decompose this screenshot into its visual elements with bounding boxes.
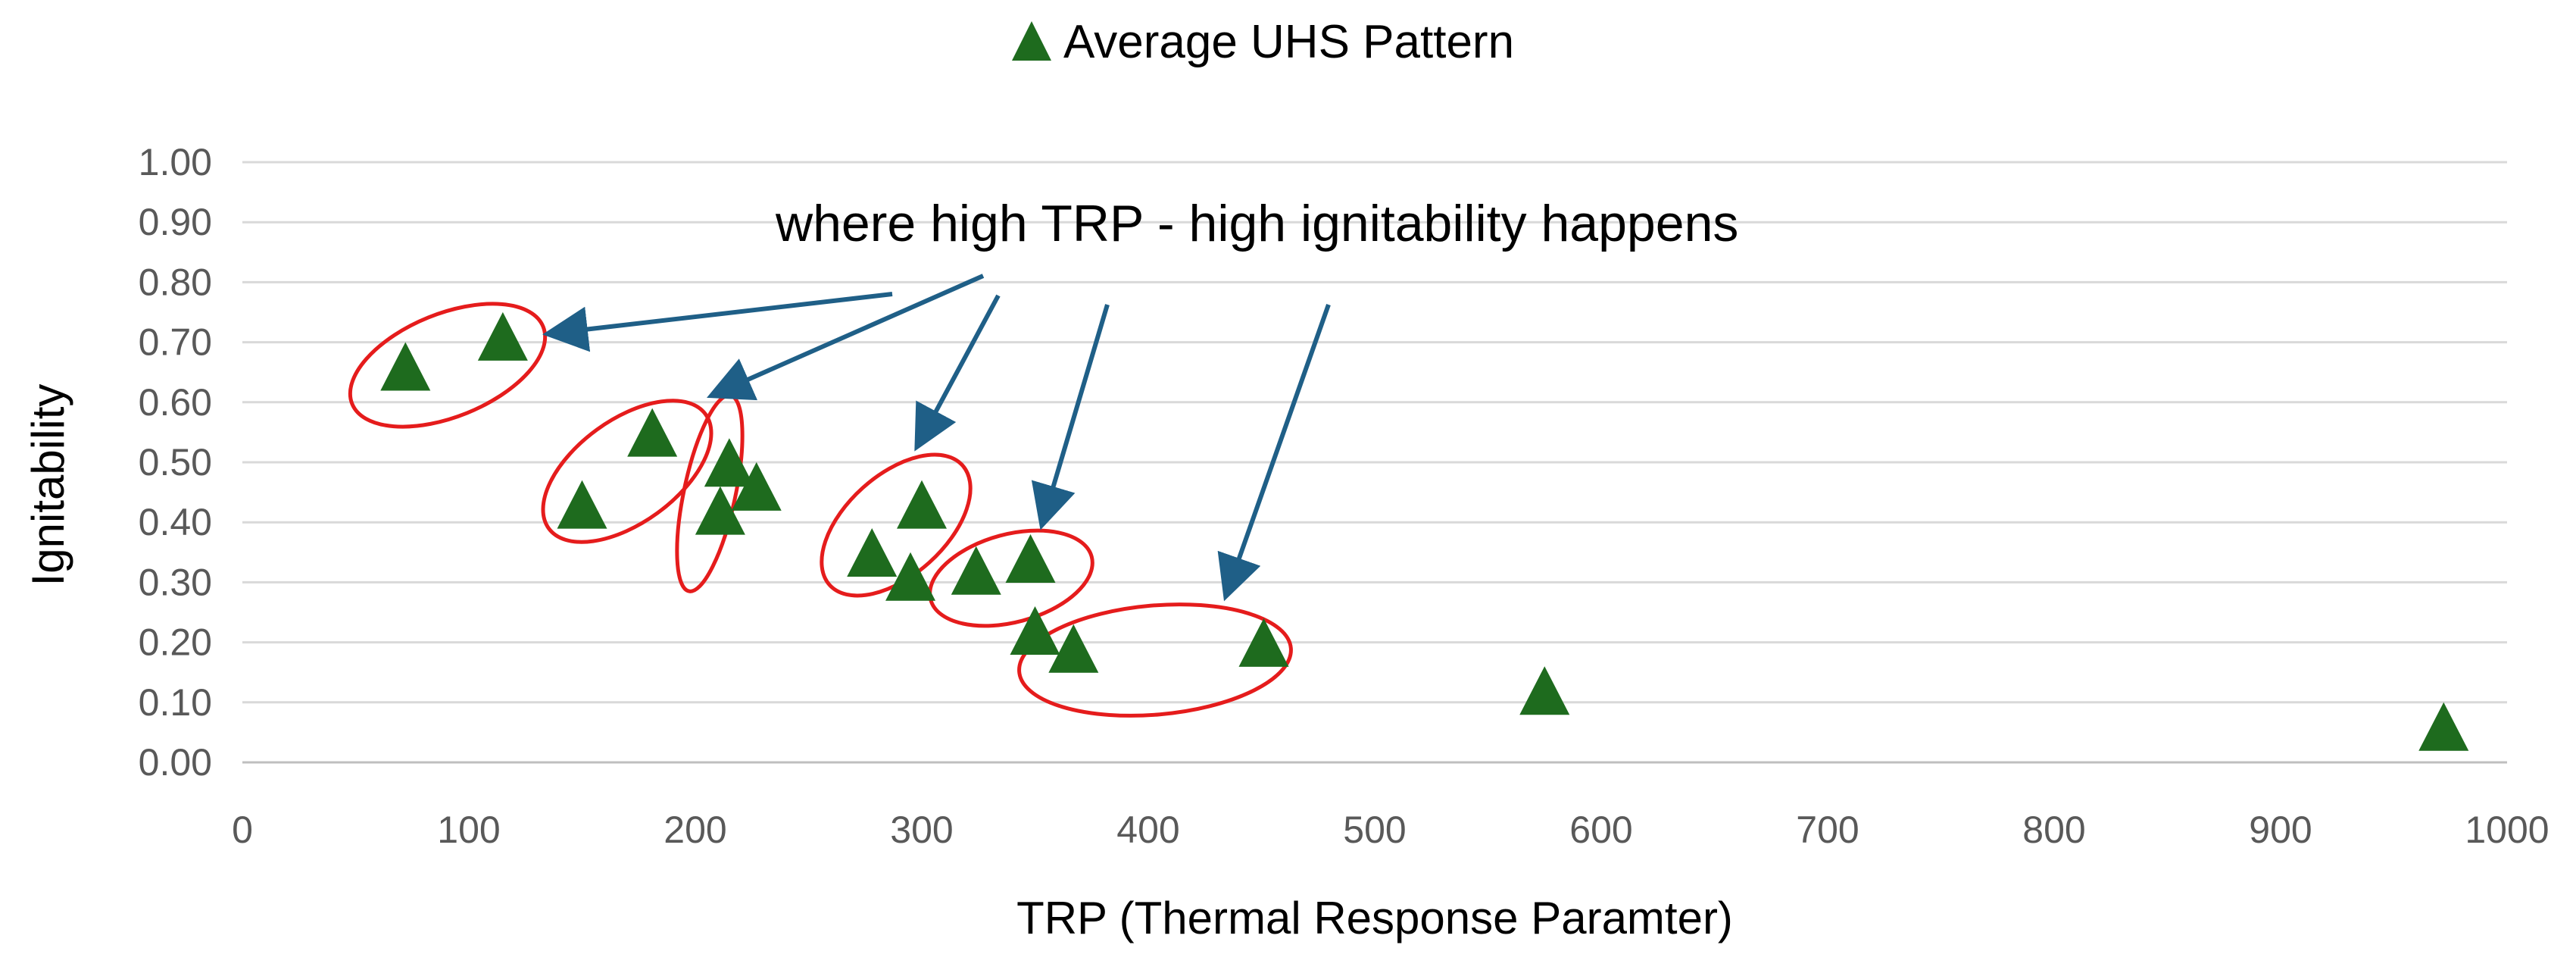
y-tick-label: 0.40 [139,501,212,543]
y-tick-label: 0.20 [139,621,212,664]
data-point-triangle [1010,606,1060,655]
data-point-triangle [627,408,678,457]
y-tick-label: 0.60 [139,381,212,424]
highlight-ellipses [348,302,1293,718]
data-point-triangle [1048,624,1099,673]
x-tick-label: 600 [1569,809,1632,851]
data-points [380,311,2469,751]
highlight-ellipse [820,452,973,598]
legend-marker-triangle [1012,21,1051,61]
y-tick-label: 0.10 [139,681,212,724]
x-tick-label: 700 [1796,809,1859,851]
highlight-ellipse [541,399,713,544]
x-axis-title: TRP (Thermal Response Paramter) [1016,893,1733,943]
annotation-arrow [914,294,1001,452]
y-tick-label: 0.90 [139,201,212,243]
x-tick-label: 200 [664,809,726,851]
x-tick-label: 500 [1343,809,1406,851]
data-point-triangle [885,552,936,601]
legend-label: Average UHS Pattern [1063,16,1514,68]
data-point-triangle [380,342,431,391]
annotation-arrow [1031,304,1110,530]
legend: Average UHS Pattern [1012,16,1514,68]
chart-annotation: where high TRP - high ignitability happe… [775,195,1738,252]
x-tick-label: 800 [2022,809,2085,851]
highlight-ellipse [348,302,548,429]
annotation-arrow [707,274,985,401]
data-point-triangle [557,480,607,529]
gridlines [242,161,2507,704]
x-tick-label: 400 [1116,809,1179,851]
y-tick-label: 0.00 [139,741,212,784]
annotation-arrow [542,292,893,352]
y-tick-label: 0.30 [139,561,212,603]
data-point-triangle [897,480,947,529]
data-point-triangle [695,486,745,535]
y-tick-label: 1.00 [139,141,212,183]
x-tick-label: 0 [232,809,253,851]
x-axis-ticks: 0 100 200 300 400 500 600 700 800 900 1000 [232,809,2549,851]
y-axis-title: Ignitability [23,384,73,587]
highlight-ellipse [1017,602,1293,718]
annotation-arrow [1217,304,1331,602]
y-tick-label: 0.50 [139,441,212,483]
y-tick-label: 0.70 [139,321,212,364]
data-point-triangle [951,546,1001,595]
x-tick-label: 300 [890,809,953,851]
data-point-triangle [477,311,528,361]
y-axis-ticks: 0.00 0.10 0.20 0.30 0.40 0.50 0.60 0.70 0.80 0.90… [139,141,212,784]
data-point-triangle [2418,702,2469,751]
data-point-triangle [731,462,782,511]
annotation-arrows [542,274,1331,602]
data-point-triangle [1005,534,1056,583]
data-point-triangle [847,528,898,577]
data-point-triangle [1238,618,1289,667]
data-point-triangle [704,438,754,487]
x-tick-label: 1000 [2465,809,2549,851]
x-tick-label: 900 [2249,809,2312,851]
x-tick-label: 100 [437,809,500,851]
data-point-triangle [1519,666,1570,715]
y-tick-label: 0.80 [139,261,212,303]
